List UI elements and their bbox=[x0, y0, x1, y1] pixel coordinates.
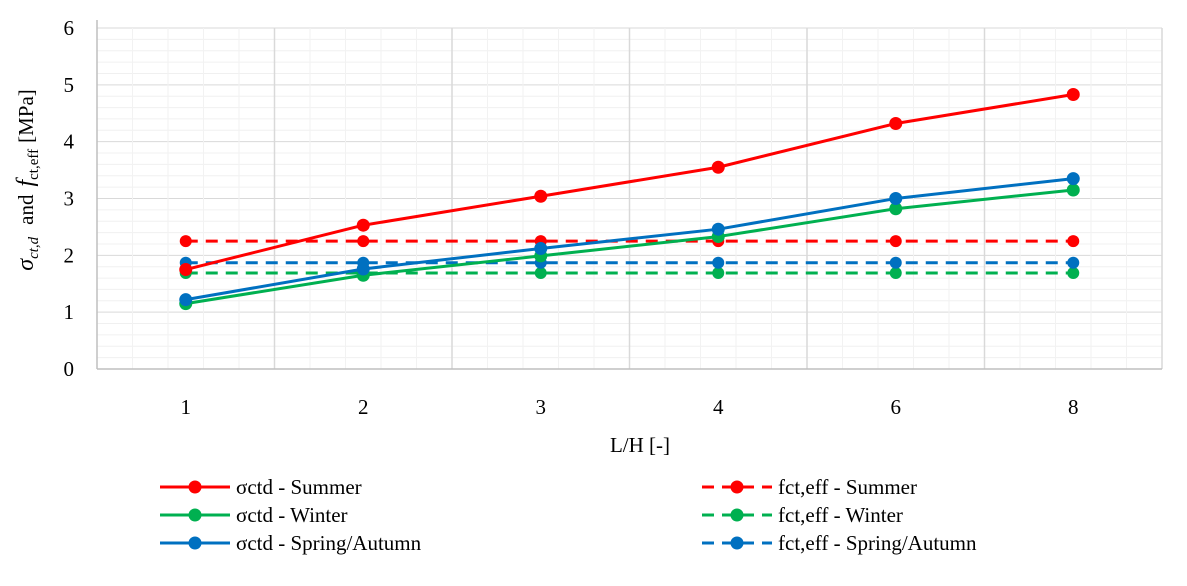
y-axis-title: σct,d and fct,eff [MPa] bbox=[13, 89, 42, 271]
data-point bbox=[889, 202, 903, 216]
x-tick-label: 8 bbox=[1068, 395, 1079, 419]
y-tick-label: 6 bbox=[64, 16, 75, 40]
y-tick-label: 4 bbox=[64, 130, 75, 154]
legend-label: σctd - Winter bbox=[236, 503, 348, 527]
series-ctd-spring-autumn bbox=[179, 172, 1080, 307]
data-point bbox=[711, 222, 725, 236]
data-point bbox=[889, 192, 903, 205]
data-point bbox=[889, 235, 902, 248]
axes bbox=[96, 20, 1162, 370]
data-point bbox=[534, 266, 547, 279]
legend-marker bbox=[730, 480, 744, 494]
data-point bbox=[889, 256, 902, 269]
y-tick-label: 1 bbox=[64, 300, 75, 324]
data-point bbox=[356, 262, 370, 276]
x-tick-label: 1 bbox=[181, 395, 192, 419]
data-point bbox=[356, 218, 370, 232]
legend-item-fct-eff-winter: fct,eff - Winter bbox=[702, 503, 903, 527]
y-axis-f: f bbox=[13, 177, 39, 187]
legend-item-fct-eff-summer: fct,eff - Summer bbox=[702, 475, 917, 499]
legend-marker bbox=[188, 480, 202, 494]
data-point bbox=[1067, 266, 1080, 279]
tick-labels: 0 1 2 3 4 5 6 1 2 3 4 6 8 bbox=[64, 16, 1079, 419]
legend-marker bbox=[730, 508, 744, 522]
series-line bbox=[185, 93, 1074, 271]
legend-label: σctd - Summer bbox=[236, 475, 362, 499]
y-axis-f-subscript: ct,eff bbox=[26, 149, 42, 180]
y-tick-label: 3 bbox=[64, 187, 75, 211]
series-ctd-summer bbox=[179, 87, 1080, 277]
legend-label: fct,eff - Summer bbox=[778, 475, 917, 499]
data-point bbox=[712, 256, 725, 269]
series-lines bbox=[179, 87, 1080, 311]
y-tick-label: 2 bbox=[64, 243, 75, 267]
data-point bbox=[889, 116, 903, 130]
legend-label: fct,eff - Spring/Autumn bbox=[778, 531, 977, 555]
x-tick-label: 6 bbox=[891, 395, 902, 419]
x-tick-label: 3 bbox=[536, 395, 547, 419]
series-line bbox=[185, 177, 1074, 302]
legend-label: fct,eff - Winter bbox=[778, 503, 903, 527]
y-axis-sigma-subscript: ct,d bbox=[26, 236, 42, 259]
legend-item-ctd-winter: σctd - Winter bbox=[160, 503, 348, 527]
legend: σctd - Summer σctd - Winter σctd - Spring/… bbox=[160, 475, 977, 555]
legend-marker bbox=[730, 536, 744, 550]
x-tick-label: 4 bbox=[713, 395, 724, 419]
series-line bbox=[185, 188, 1074, 306]
legend-marker bbox=[188, 508, 202, 522]
y-axis-sigma: σ bbox=[13, 258, 39, 271]
legend-marker bbox=[188, 536, 202, 550]
data-point bbox=[179, 293, 193, 307]
data-point bbox=[534, 242, 548, 256]
legend-item-fct-eff-spring-autumn: fct,eff - Spring/Autumn bbox=[702, 531, 977, 555]
data-point bbox=[889, 266, 902, 279]
y-tick-label: 5 bbox=[64, 73, 75, 97]
data-point bbox=[711, 160, 725, 174]
y-axis-unit: [MPa] bbox=[14, 89, 38, 143]
data-point bbox=[1066, 183, 1080, 197]
legend-item-ctd-spring-autumn: σctd - Spring/Autumn bbox=[160, 531, 422, 555]
data-point bbox=[1067, 256, 1080, 269]
data-point bbox=[1066, 87, 1080, 101]
data-point bbox=[357, 235, 370, 248]
data-point bbox=[179, 263, 193, 277]
x-tick-label: 2 bbox=[358, 395, 369, 419]
data-point bbox=[1067, 235, 1080, 248]
legend-label: σctd - Spring/Autumn bbox=[236, 531, 422, 555]
legend-item-ctd-summer: σctd - Summer bbox=[160, 475, 362, 499]
y-axis-and: and bbox=[14, 194, 38, 225]
data-point bbox=[534, 189, 548, 203]
data-point bbox=[179, 235, 192, 248]
data-point bbox=[1066, 172, 1080, 186]
data-point bbox=[712, 266, 725, 279]
y-tick-label: 0 bbox=[64, 357, 75, 381]
x-axis-title: L/H [-] bbox=[610, 433, 670, 457]
